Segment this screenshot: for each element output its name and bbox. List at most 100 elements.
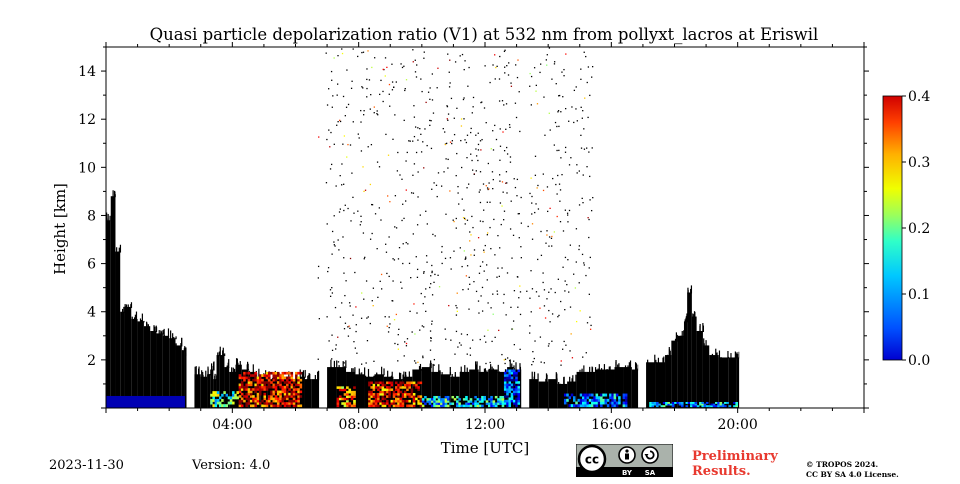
- noise-dot: [580, 106, 582, 108]
- depol-cell: [408, 381, 411, 385]
- noise-dot: [450, 97, 453, 100]
- noise-dot: [363, 298, 365, 300]
- noise-dot: [391, 63, 393, 65]
- noise-dot: [499, 202, 502, 204]
- depol-cell: [386, 388, 389, 392]
- colorbar-tick-label: 0.4: [908, 89, 930, 105]
- noise-dot: [587, 116, 589, 119]
- depol-cell: [272, 397, 276, 401]
- noise-dot: [413, 135, 416, 138]
- noise-dot: [579, 310, 581, 312]
- depol-cell: [379, 393, 382, 396]
- depol-cell: [399, 399, 402, 403]
- noise-dot: [339, 174, 341, 177]
- noise-dot: [363, 110, 365, 112]
- depol-cell: [256, 397, 260, 401]
- noise-dot: [345, 106, 348, 108]
- depol-cell: [412, 404, 416, 408]
- noise-dot: [404, 341, 406, 343]
- depol-cell: [399, 397, 402, 401]
- noise-dot: [537, 184, 539, 187]
- signal-column: [207, 374, 211, 408]
- noise-dot: [343, 328, 346, 330]
- signal-spike: [368, 376, 370, 378]
- depol-cell: [381, 404, 385, 408]
- noise-dot: [570, 333, 572, 335]
- depol-cell: [272, 385, 276, 389]
- depol-cell: [338, 397, 342, 401]
- noise-dot: [430, 147, 433, 150]
- noise-dot: [327, 267, 330, 269]
- depol-cell: [283, 381, 287, 384]
- depol-cell: [678, 401, 682, 404]
- depol-cell: [503, 376, 507, 380]
- depol-cell: [272, 371, 276, 375]
- depol-cell: [240, 388, 244, 391]
- noise-dot: [496, 290, 498, 292]
- noise-dot: [503, 359, 505, 361]
- noise-dot: [406, 338, 409, 340]
- noise-dot: [455, 330, 458, 333]
- depol-cell: [492, 400, 496, 403]
- depol-cell: [374, 381, 378, 385]
- noise-dot: [360, 109, 362, 112]
- depol-cell: [383, 388, 387, 392]
- noise-dot: [510, 82, 512, 84]
- signal-column: [137, 321, 144, 408]
- signal-spike: [683, 333, 686, 337]
- depol-cell: [430, 400, 434, 403]
- noise-dot: [481, 138, 483, 141]
- noise-dot: [529, 72, 531, 75]
- noise-dot: [348, 302, 351, 304]
- signal-spike: [475, 361, 477, 371]
- depol-cell: [584, 398, 587, 402]
- depol-cell: [277, 383, 280, 387]
- noise-dot: [560, 360, 562, 362]
- signal-spike: [212, 365, 214, 371]
- noise-dot: [369, 322, 371, 325]
- depol-cell: [503, 371, 507, 375]
- depol-cell: [263, 385, 267, 389]
- depol-cell: [397, 386, 400, 389]
- signal-spike: [666, 354, 669, 357]
- signal-spike: [367, 368, 370, 378]
- signal-spike: [684, 319, 686, 323]
- noise-dot: [330, 131, 332, 134]
- signal-spike: [308, 373, 310, 381]
- depol-cell: [694, 401, 698, 404]
- depol-cell: [517, 381, 521, 384]
- depol-cell: [240, 383, 244, 387]
- noise-dot: [587, 217, 589, 219]
- signal-spike: [391, 371, 393, 378]
- noise-dot: [399, 174, 401, 176]
- signal-column: [412, 369, 422, 408]
- depol-cell: [272, 383, 276, 387]
- chart-title: Quasi particle depolarization ratio (V1)…: [149, 25, 819, 44]
- noise-dot: [454, 353, 456, 355]
- noise-dot: [461, 265, 463, 268]
- depol-cell: [586, 393, 590, 397]
- signal-spike: [336, 360, 338, 369]
- noise-dot: [487, 302, 489, 304]
- depol-cell: [267, 395, 271, 398]
- depol-cell: [394, 386, 398, 389]
- depol-cell: [481, 404, 484, 408]
- noise-dot: [351, 172, 353, 174]
- noise-dot: [416, 224, 419, 226]
- depol-cell: [267, 378, 271, 382]
- signal-spike: [252, 364, 254, 373]
- depol-cell: [726, 401, 729, 404]
- depol-cell: [272, 390, 276, 394]
- signal-spike: [402, 374, 404, 381]
- depol-cell: [593, 404, 596, 408]
- depol-cell: [297, 399, 300, 403]
- noise-dot: [465, 141, 468, 144]
- noise-dot: [483, 107, 486, 109]
- depol-cell: [216, 393, 220, 397]
- noise-dot: [453, 220, 455, 223]
- noise-dot: [355, 324, 357, 326]
- depol-cell: [252, 388, 255, 391]
- noise-dot: [542, 173, 544, 175]
- depol-cell: [419, 404, 423, 408]
- depol-cell: [297, 381, 300, 384]
